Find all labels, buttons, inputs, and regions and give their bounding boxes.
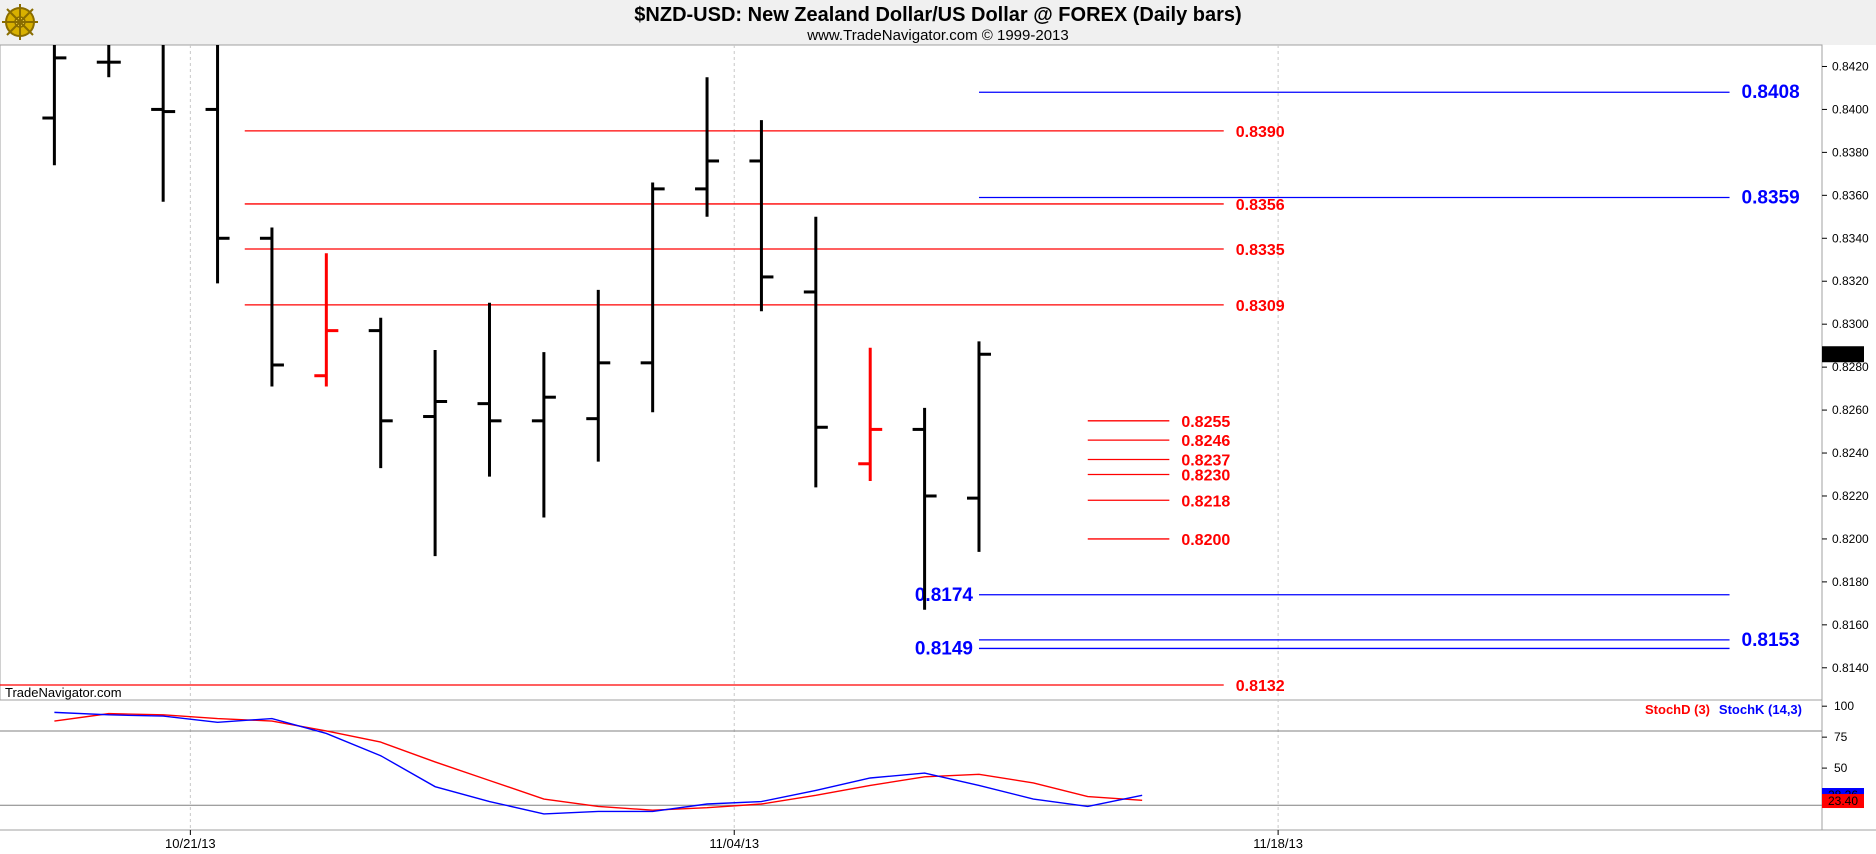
ohlc-bar xyxy=(586,289,611,462)
y-tick-label: 0.8140 xyxy=(1832,661,1869,675)
ohlc-bar xyxy=(531,352,556,518)
stochastic-lines xyxy=(54,711,1143,815)
level-label: 0.8390 xyxy=(1236,124,1285,141)
ohlc-bar xyxy=(314,253,339,387)
ohlc-bar xyxy=(259,227,284,387)
ohlc-bar xyxy=(96,45,121,78)
level-label: 0.8149 xyxy=(915,638,973,659)
legend-stochk: StochK (14,3) xyxy=(1719,702,1802,717)
ohlc-bar xyxy=(42,45,67,166)
ohlc-bar xyxy=(151,45,176,202)
ohlc-bar xyxy=(966,341,991,552)
ohlc-bar xyxy=(640,182,665,413)
stochastic-series-line xyxy=(54,711,1143,815)
last-price-box xyxy=(1822,346,1864,363)
y-tick-label: 0.8400 xyxy=(1832,102,1869,116)
chart-title: $NZD-USD: New Zealand Dollar/US Dollar @… xyxy=(634,4,1241,26)
watermark: TradeNavigator.com xyxy=(5,685,122,700)
y-tick-label: 0.8360 xyxy=(1832,188,1869,202)
stochastic-last-box xyxy=(1822,794,1864,809)
price-levels: 0.8408 0.8390 0.8359 0.8356 0.8335 0.8309 0.82… xyxy=(0,82,1800,695)
level-label: 0.8230 xyxy=(1181,468,1230,485)
stochastic-series-line xyxy=(54,712,1143,811)
vertical-gridlines xyxy=(189,45,1279,830)
y-tick-label: 0.8180 xyxy=(1832,575,1869,589)
y-tick-label: 0.8200 xyxy=(1832,532,1869,546)
stochastic-reference-lines xyxy=(0,730,1822,806)
ohlc-bar xyxy=(368,317,393,469)
level-label: 0.8359 xyxy=(1742,187,1800,208)
level-label: 0.8237 xyxy=(1181,452,1230,469)
level-label: 0.8408 xyxy=(1742,82,1800,103)
ohlc-bar xyxy=(205,45,230,284)
stochastic-tick-label: 75 xyxy=(1834,730,1848,744)
stochastic-tick-label: 50 xyxy=(1834,761,1848,775)
stochastic-last-label: 23.40 xyxy=(1828,794,1858,808)
y-tick-label: 0.8300 xyxy=(1832,317,1869,331)
y-tick-label: 0.8160 xyxy=(1832,618,1869,632)
y-tick-label: 0.8380 xyxy=(1832,145,1869,159)
last-price-label: 0.8286 xyxy=(1825,347,1862,361)
y-tick-label: 0.8420 xyxy=(1832,59,1869,73)
price-axis: 0.8420 0.8400 0.8380 0.8360 0.8340 0.8320 0.83… xyxy=(1822,59,1869,675)
ohlc-bar xyxy=(477,302,502,477)
x-tick-label: 11/04/13 xyxy=(709,836,759,851)
level-label: 0.8174 xyxy=(915,585,974,606)
chart-subtitle: www.TradeNavigator.com © 1999-2013 xyxy=(806,27,1068,44)
y-tick-label: 0.8260 xyxy=(1832,403,1869,417)
y-tick-label: 0.8280 xyxy=(1832,360,1869,374)
ohlc-bars xyxy=(42,45,991,610)
legend-stochd: StochD (3) xyxy=(1645,702,1710,717)
level-label: 0.8132 xyxy=(1236,678,1285,695)
stochastic-last-values: 28.2623.40 xyxy=(1822,788,1864,809)
ohlc-bar xyxy=(423,349,448,557)
y-tick-label: 0.8220 xyxy=(1832,489,1869,503)
x-tick-label: 10/21/13 xyxy=(165,836,216,851)
ohlc-bar xyxy=(695,77,720,217)
level-label: 0.8356 xyxy=(1236,197,1285,214)
date-axis: 10/21/13 11/04/13 11/18/13 xyxy=(165,830,1303,851)
header-bar xyxy=(0,0,1876,45)
y-tick-label: 0.8340 xyxy=(1832,231,1869,245)
level-label: 0.8218 xyxy=(1181,493,1230,510)
level-label: 0.8246 xyxy=(1181,433,1230,450)
level-label: 0.8255 xyxy=(1181,414,1230,431)
stochastic-axis: 100 75 50 xyxy=(1822,699,1854,775)
stochastic-tick-label: 100 xyxy=(1834,699,1854,713)
level-label: 0.8335 xyxy=(1236,242,1285,259)
x-tick-label: 11/18/13 xyxy=(1253,836,1303,851)
level-label: 0.8200 xyxy=(1181,532,1230,549)
ohlc-bar xyxy=(803,216,828,488)
ohlc-bar xyxy=(858,347,883,481)
ship-wheel-logo-icon xyxy=(2,4,38,40)
y-tick-label: 0.8240 xyxy=(1832,446,1869,460)
level-label: 0.8309 xyxy=(1236,298,1285,315)
ohlc-bar xyxy=(749,120,774,312)
level-label: 0.8153 xyxy=(1742,630,1800,651)
ohlc-bar xyxy=(912,407,937,610)
y-tick-label: 0.8320 xyxy=(1832,274,1869,288)
